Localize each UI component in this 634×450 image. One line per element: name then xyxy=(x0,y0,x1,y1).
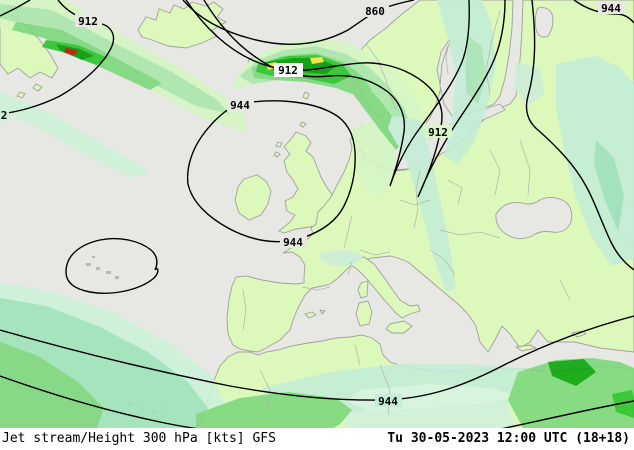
land-sardinia xyxy=(355,300,373,327)
contour-south-lower xyxy=(0,375,207,431)
contour-label-bg-white xyxy=(274,63,303,77)
land-shetland xyxy=(299,91,310,128)
land-cyprus xyxy=(570,330,587,338)
map-valid-time: Tu 30-05-2023 12:00 UTC (18+18) xyxy=(387,431,630,446)
land-corsica xyxy=(357,280,369,299)
contour-corner xyxy=(0,0,31,17)
sea-black-sea xyxy=(495,197,573,239)
shade-russia-teal-small xyxy=(514,62,544,106)
contour-label-bg xyxy=(75,14,102,27)
contour-label-912-clipped: 2 xyxy=(1,109,8,122)
contour-label-944-tr: 944 xyxy=(601,2,621,15)
shade-nw-red-core xyxy=(64,48,78,55)
land-crete xyxy=(514,344,538,352)
caption-bar: Jet stream/Height 300 hPa [kts] GFS Tu 3… xyxy=(0,428,634,450)
shade-sweden-green-core xyxy=(466,36,486,104)
country-borders xyxy=(242,9,571,416)
land-sicily xyxy=(385,320,413,334)
contour-label-912-jet: 912 xyxy=(278,64,298,77)
shade-jet-yellow-east xyxy=(310,57,324,64)
map-parameter-title: Jet stream/Height 300 hPa [kts] GFS xyxy=(2,431,276,446)
contour-label-bg xyxy=(598,1,625,14)
shade-nw-mint-tail xyxy=(0,92,150,178)
contour-label-bg xyxy=(362,4,389,17)
land-balearics xyxy=(304,309,326,319)
land-ireland xyxy=(234,174,272,221)
contour-944-south xyxy=(0,315,634,401)
contour-label-bg xyxy=(0,108,9,121)
land-italy xyxy=(347,256,421,319)
contour-label-bg xyxy=(375,394,402,407)
contour-label-944-loop-bottom: 944 xyxy=(283,236,303,249)
shade-africa-bottom-mint xyxy=(346,402,516,430)
contour-label-bg xyxy=(227,98,254,111)
contour-label-912-trough: 912 xyxy=(428,126,448,139)
contour-labels: 912 2 860 912 944 912 944 944 944 xyxy=(0,1,625,408)
land-iceland xyxy=(137,1,227,49)
azores-islands xyxy=(86,256,119,279)
land-greenland-islets xyxy=(16,83,43,99)
shade-northsea-pale xyxy=(352,120,396,196)
shade-africa-medium-west xyxy=(196,392,352,430)
shade-africa-dark-east xyxy=(548,359,596,386)
shade-sw-medium xyxy=(0,342,104,430)
land-hebrides xyxy=(273,141,283,158)
shade-east-green-core xyxy=(594,140,624,232)
contour-label-bg xyxy=(280,235,307,248)
shade-africa-medium-east xyxy=(508,358,634,430)
contour-label-944-loop-top: 944 xyxy=(230,99,250,112)
contour-east-long xyxy=(525,0,634,271)
sea-white-sea xyxy=(534,7,554,38)
shade-central-europe-teal xyxy=(388,116,456,292)
contour-southeast-corner xyxy=(495,400,634,431)
contour-label-bg xyxy=(425,125,452,138)
jet-stream-map: 912 2 860 912 944 912 944 944 944 xyxy=(0,0,634,431)
shade-france-teal xyxy=(318,250,364,266)
contour-label-912-nw: 912 xyxy=(78,15,98,28)
map-area: 912 2 860 912 944 912 944 944 944 xyxy=(0,0,634,431)
contour-azores-loop xyxy=(65,237,159,294)
contour-label-944-south: 944 xyxy=(378,395,398,408)
shade-africa-strong-corner xyxy=(612,390,634,418)
contour-label-860: 860 xyxy=(365,5,385,18)
